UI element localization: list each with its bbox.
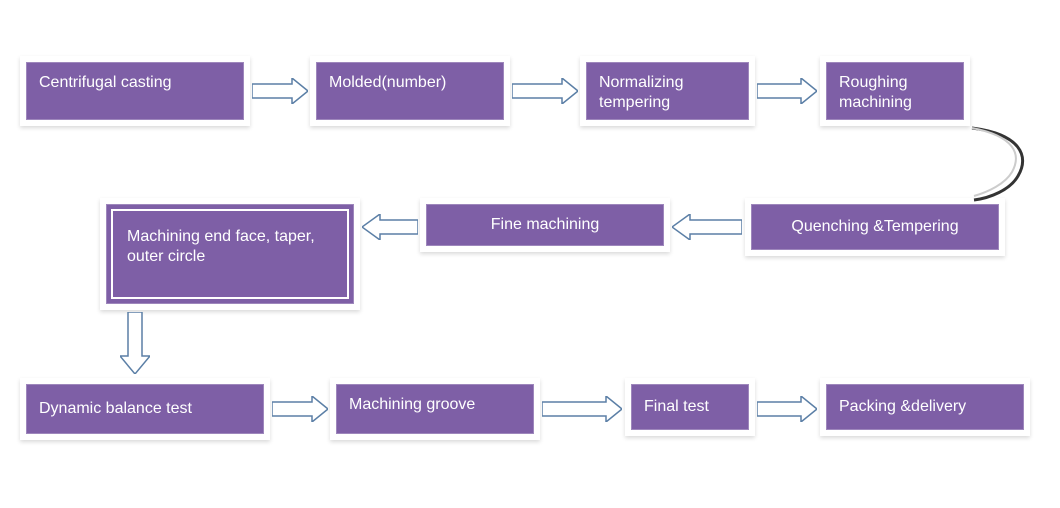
node-label: Machining groove	[349, 395, 475, 415]
arrow-right-icon	[757, 78, 817, 104]
node-label: Roughing machining	[839, 73, 951, 113]
node-label: Final test	[644, 397, 709, 417]
node-roughing-machining: Roughing machining	[820, 56, 970, 126]
arrow-right-icon	[272, 396, 328, 422]
arrow-right-icon	[542, 396, 622, 422]
node-final-test: Final test	[625, 378, 755, 436]
node-molded-number: Molded(number)	[310, 56, 510, 126]
node-label: Machining end face, taper, outer circle	[127, 227, 333, 267]
arrow-curve-down-icon	[970, 126, 1040, 206]
node-normalizing-tempering: Normalizing tempering	[580, 56, 755, 126]
node-dynamic-balance-test: Dynamic balance test	[20, 378, 270, 440]
arrow-right-icon	[252, 78, 308, 104]
node-machining-groove: Machining groove	[330, 378, 540, 440]
node-packing-delivery: Packing &delivery	[820, 378, 1030, 436]
node-machining-end-face: Machining end face, taper, outer circle	[100, 198, 360, 310]
arrow-left-icon	[672, 214, 742, 240]
arrow-right-icon	[757, 396, 817, 422]
node-label: Quenching &Tempering	[764, 217, 986, 237]
arrow-left-icon	[362, 214, 418, 240]
node-fine-machining: Fine machining	[420, 198, 670, 252]
flowchart-canvas: Centrifugal casting Molded(number) Norma…	[0, 0, 1060, 508]
node-label: Packing &delivery	[839, 397, 966, 417]
node-label: Molded(number)	[329, 73, 446, 93]
node-quenching-tempering: Quenching &Tempering	[745, 198, 1005, 256]
arrow-right-icon	[512, 78, 578, 104]
node-label: Fine machining	[439, 215, 651, 235]
node-centrifugal-casting: Centrifugal casting	[20, 56, 250, 126]
node-label: Normalizing tempering	[599, 73, 736, 113]
node-label: Centrifugal casting	[39, 73, 172, 93]
arrow-down-icon	[120, 312, 150, 374]
node-label: Dynamic balance test	[39, 399, 192, 419]
